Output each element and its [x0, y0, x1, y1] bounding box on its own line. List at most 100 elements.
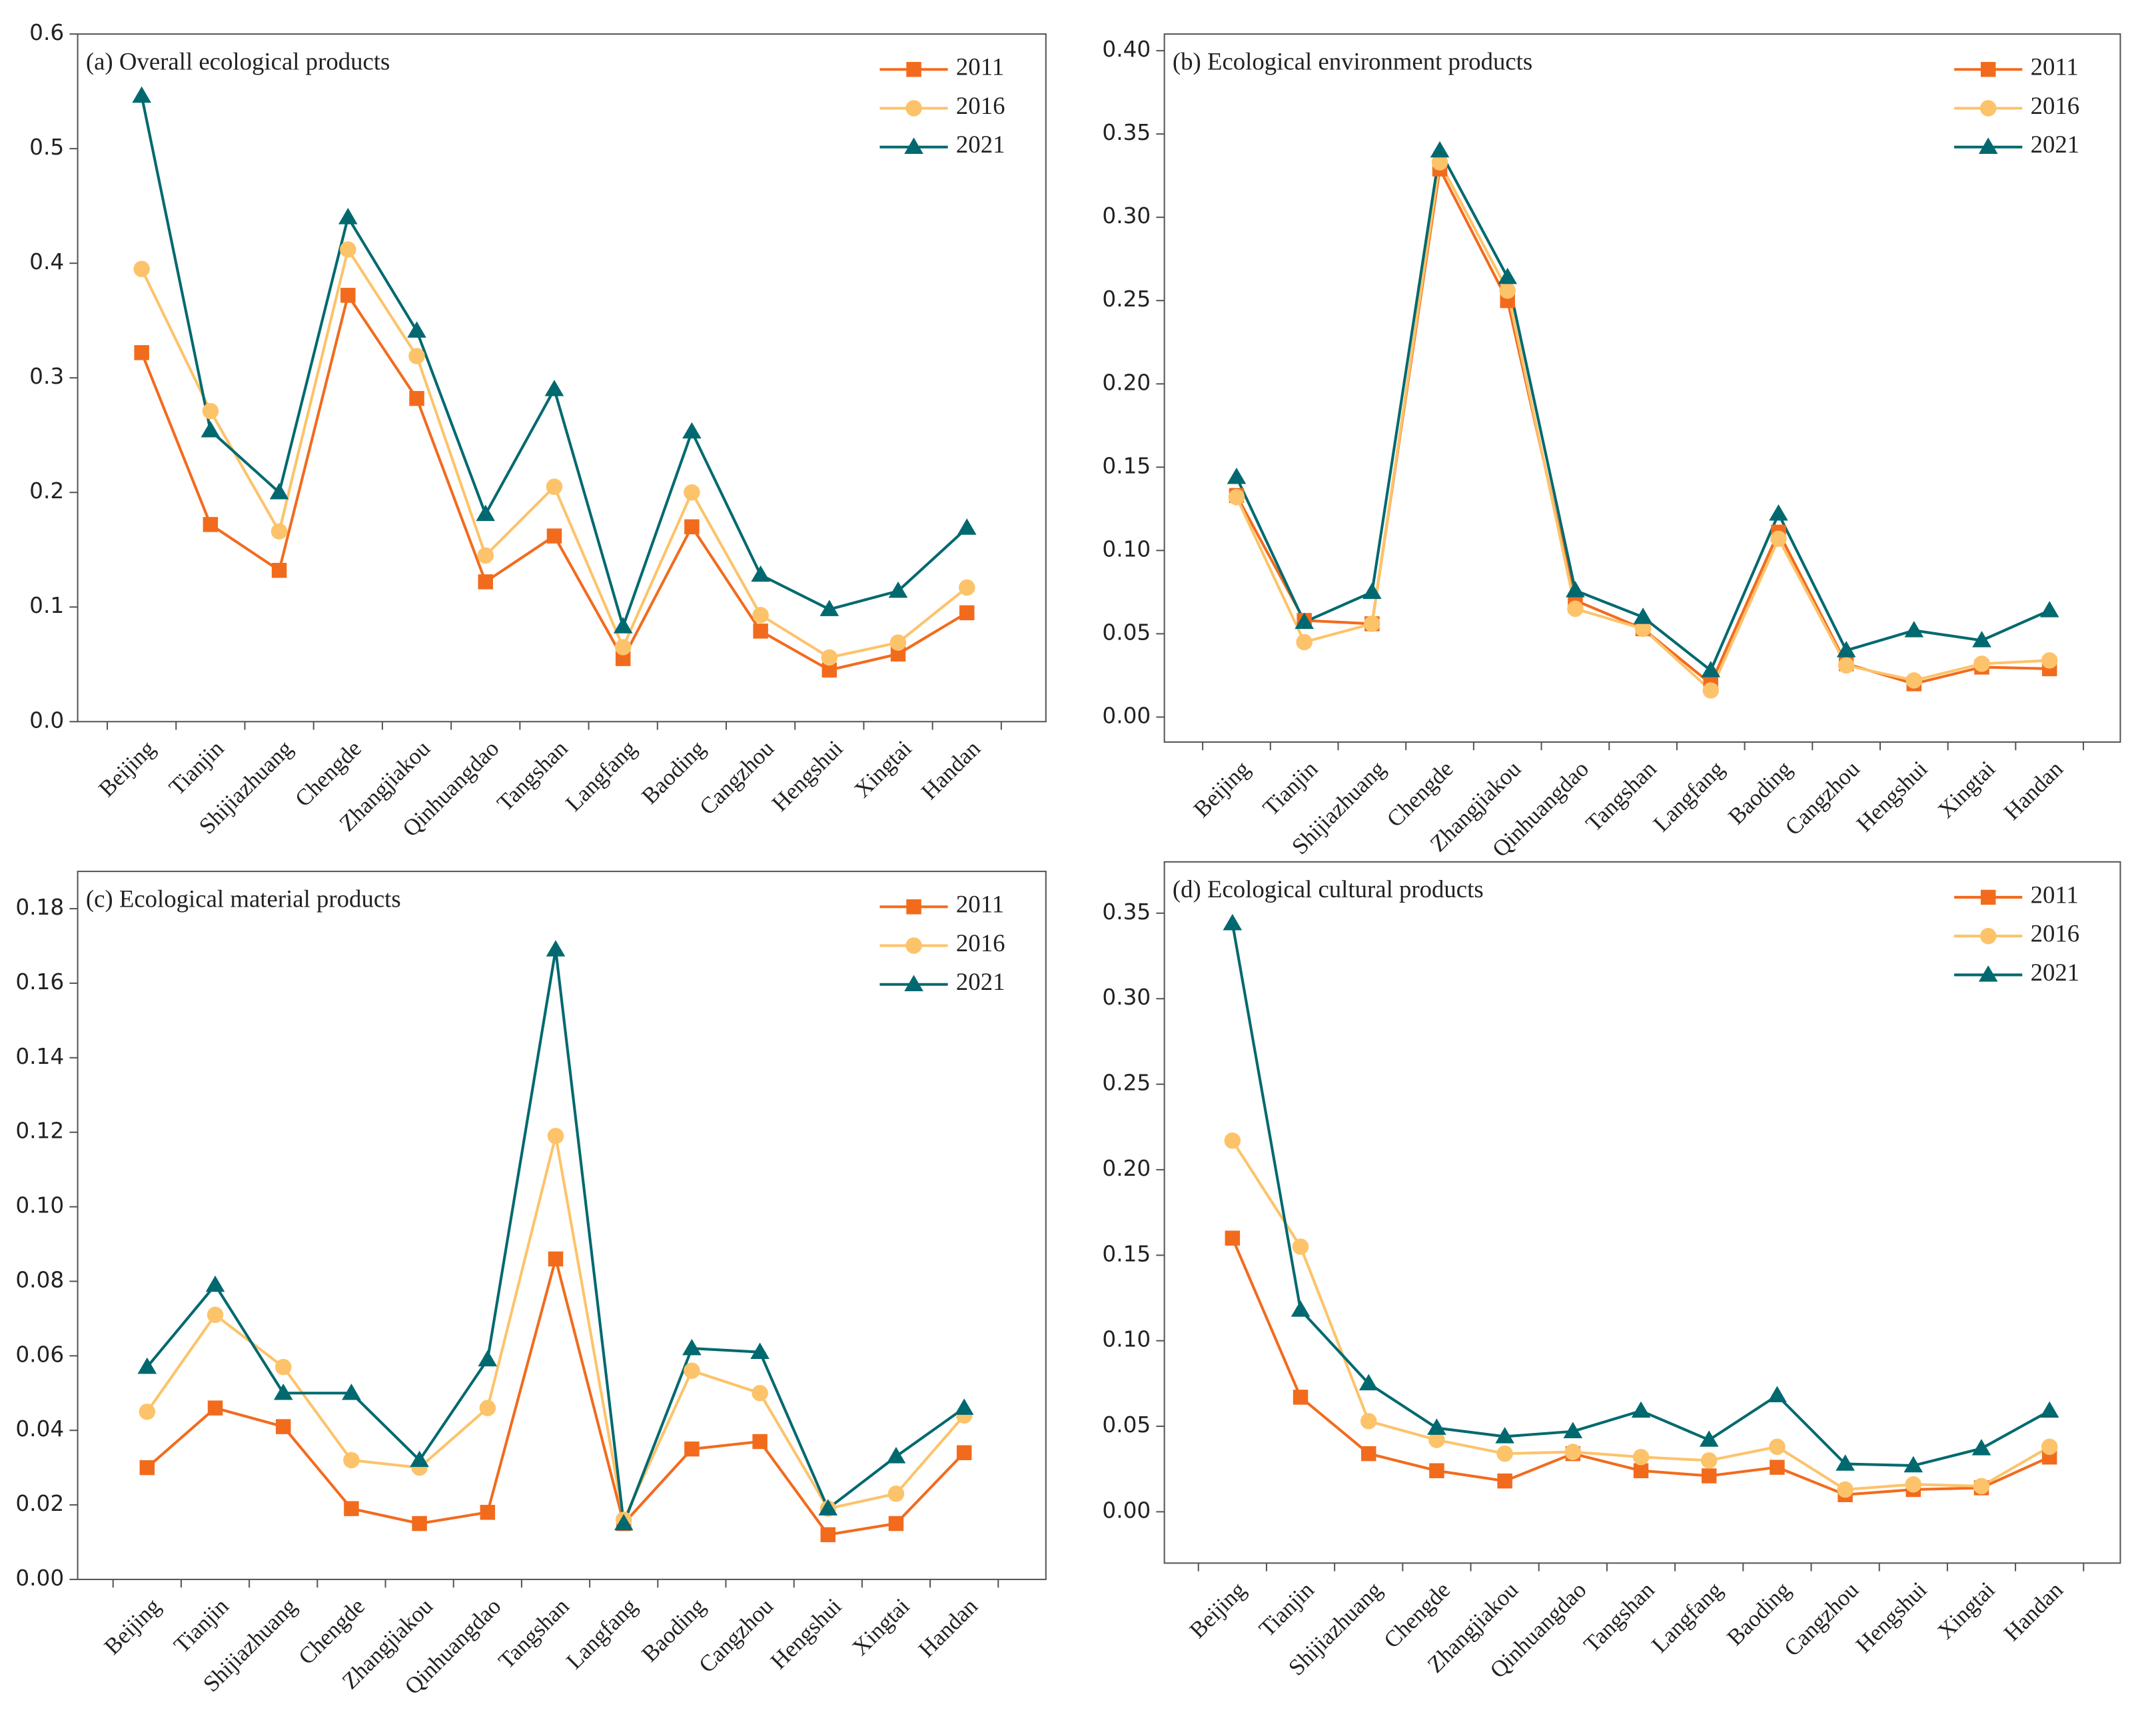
marker [407, 321, 426, 338]
marker [1227, 468, 1247, 484]
marker [1770, 1460, 1785, 1475]
marker [1699, 1430, 1719, 1447]
marker [1905, 672, 1923, 689]
x-tick-label: Cangzhou [694, 1593, 778, 1677]
marker [888, 1516, 904, 1531]
x-tick-label: Xingtai [1932, 1577, 1999, 1644]
marker [821, 662, 837, 678]
y-tick-label: 0.10 [15, 1193, 64, 1218]
legend-label: 2021 [2031, 959, 2080, 986]
marker [133, 260, 150, 278]
marker [819, 600, 839, 616]
legend-label: 2011 [956, 53, 1004, 81]
marker [684, 519, 700, 535]
marker [1631, 1401, 1651, 1418]
marker [1495, 1427, 1514, 1444]
x-tick-label: Handan [913, 1593, 983, 1662]
marker [340, 288, 356, 303]
y-tick-label: 0.00 [1102, 1498, 1151, 1523]
marker [476, 504, 496, 522]
marker [821, 649, 838, 666]
plot-frame [77, 33, 1047, 723]
y-tick-label: 0.20 [1102, 370, 1151, 395]
marker [1296, 634, 1313, 651]
y-tick-label: 0.15 [1102, 1241, 1151, 1266]
marker [546, 528, 562, 544]
marker [412, 1516, 427, 1531]
y-tick-label: 0.10 [1102, 536, 1151, 562]
marker [1979, 927, 1997, 945]
marker [205, 1275, 225, 1292]
marker [340, 241, 356, 258]
x-tick-label: Xingtai [849, 735, 916, 803]
series-line [1235, 165, 2050, 686]
marker [478, 574, 493, 590]
marker [1971, 1439, 1991, 1456]
marker [273, 1383, 293, 1400]
marker [1563, 1422, 1583, 1438]
marker [1701, 661, 1721, 677]
marker [613, 617, 633, 634]
marker [132, 86, 151, 103]
chart-title: (d) Ecological cultural products [1173, 875, 1484, 903]
marker [1702, 682, 1720, 699]
marker [201, 421, 221, 438]
series-line [1231, 1140, 2051, 1492]
marker [409, 390, 424, 406]
x-tick-label: Tangshan [492, 735, 572, 816]
marker [1362, 582, 1382, 600]
legend-label: 2011 [2031, 881, 2079, 908]
marker [546, 940, 566, 957]
marker [684, 1441, 700, 1457]
marker [614, 1514, 634, 1531]
marker [274, 1358, 292, 1376]
y-tick-label: 0.6 [29, 20, 64, 45]
x-tick-label: Tianjin [169, 1593, 234, 1658]
marker [1978, 137, 1998, 154]
marker [887, 1486, 905, 1502]
marker [956, 1445, 972, 1460]
marker [1564, 1444, 1582, 1460]
marker [1360, 1413, 1377, 1430]
x-tick-label: Beijing [1185, 1577, 1251, 1643]
marker [1225, 1230, 1241, 1246]
marker [1291, 1300, 1311, 1317]
y-tick-label: 0.04 [15, 1416, 64, 1442]
marker [1293, 1390, 1309, 1405]
series-line [140, 95, 968, 632]
y-tick-label: 0.06 [15, 1342, 64, 1367]
x-tick-label: Langfang [1646, 1577, 1728, 1658]
x-tick-label: Beijing [93, 735, 160, 802]
marker [1427, 1418, 1446, 1435]
marker [1836, 1454, 1855, 1471]
marker [269, 482, 289, 500]
marker [202, 402, 219, 420]
marker [682, 422, 702, 439]
marker [1364, 616, 1380, 632]
marker [682, 1338, 702, 1356]
marker [1979, 100, 1997, 117]
y-tick-label: 0.40 [1102, 37, 1151, 62]
marker [1838, 657, 1855, 674]
y-tick-label: 0.14 [15, 1044, 64, 1069]
series-line [146, 1253, 965, 1537]
marker [547, 1128, 564, 1144]
marker [478, 1350, 498, 1367]
y-tick-label: 0.02 [15, 1491, 64, 1516]
marker [1980, 889, 1996, 905]
marker [1430, 141, 1450, 158]
marker [1768, 1386, 1787, 1403]
x-tick-label: Handan [1999, 1577, 2068, 1646]
marker [338, 208, 358, 224]
chart-title: (a) Overall ecological products [86, 48, 390, 75]
x-tick-label: Tianjin [1258, 755, 1323, 821]
x-tick-label: Cangzhou [1780, 755, 1865, 840]
marker [1360, 1446, 1376, 1462]
marker [480, 1505, 496, 1520]
marker [751, 565, 770, 582]
marker [1903, 1456, 1923, 1473]
marker [1431, 154, 1448, 171]
marker [544, 380, 564, 396]
